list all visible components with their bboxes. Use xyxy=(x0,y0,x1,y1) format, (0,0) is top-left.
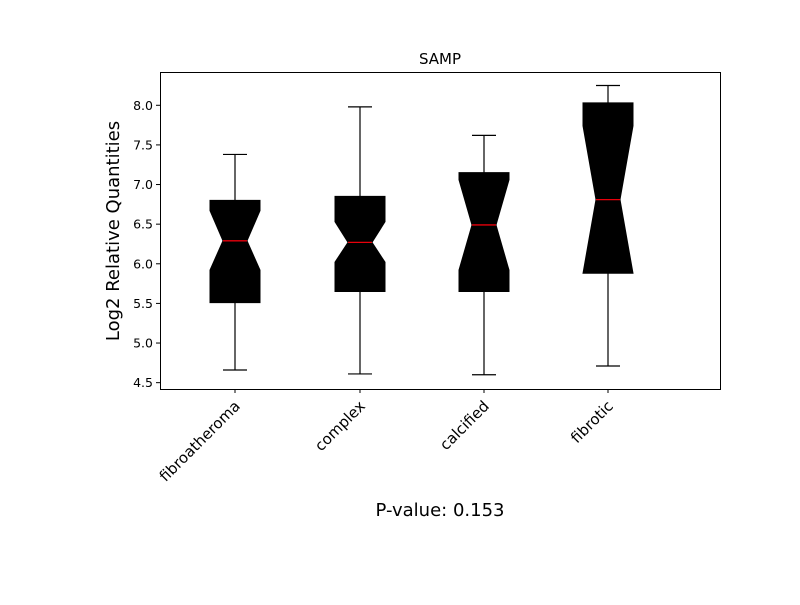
y-tick-label: 6.5 xyxy=(133,217,153,232)
box-complex xyxy=(334,106,386,375)
y-axis-label: Log2 Relative Quantities xyxy=(103,121,124,341)
y-tick-label: 7.5 xyxy=(133,137,153,152)
chart-title: SAMP xyxy=(419,50,461,68)
x-tick-label: calcified xyxy=(436,397,493,454)
box-body xyxy=(334,195,386,293)
x-tick-label: fibrotic xyxy=(567,397,617,447)
y-tick-label: 5.0 xyxy=(133,336,153,351)
x-tick-label: complex xyxy=(311,397,369,455)
box-fibrotic xyxy=(582,84,634,367)
box-body xyxy=(209,199,261,304)
y-tick-label: 8.0 xyxy=(133,98,153,113)
y-tick-label: 5.5 xyxy=(133,296,153,311)
box-fibroatheroma xyxy=(209,153,261,371)
box-body xyxy=(582,102,634,274)
y-tick-label: 7.0 xyxy=(133,177,153,192)
x-axis-label: P-value: 0.153 xyxy=(376,500,505,521)
box-body xyxy=(458,172,510,293)
y-tick-label: 6.0 xyxy=(133,256,153,271)
y-tick-label: 4.5 xyxy=(133,375,153,390)
x-tick-label: fibroatheroma xyxy=(156,397,244,485)
box-calcified xyxy=(458,134,510,376)
